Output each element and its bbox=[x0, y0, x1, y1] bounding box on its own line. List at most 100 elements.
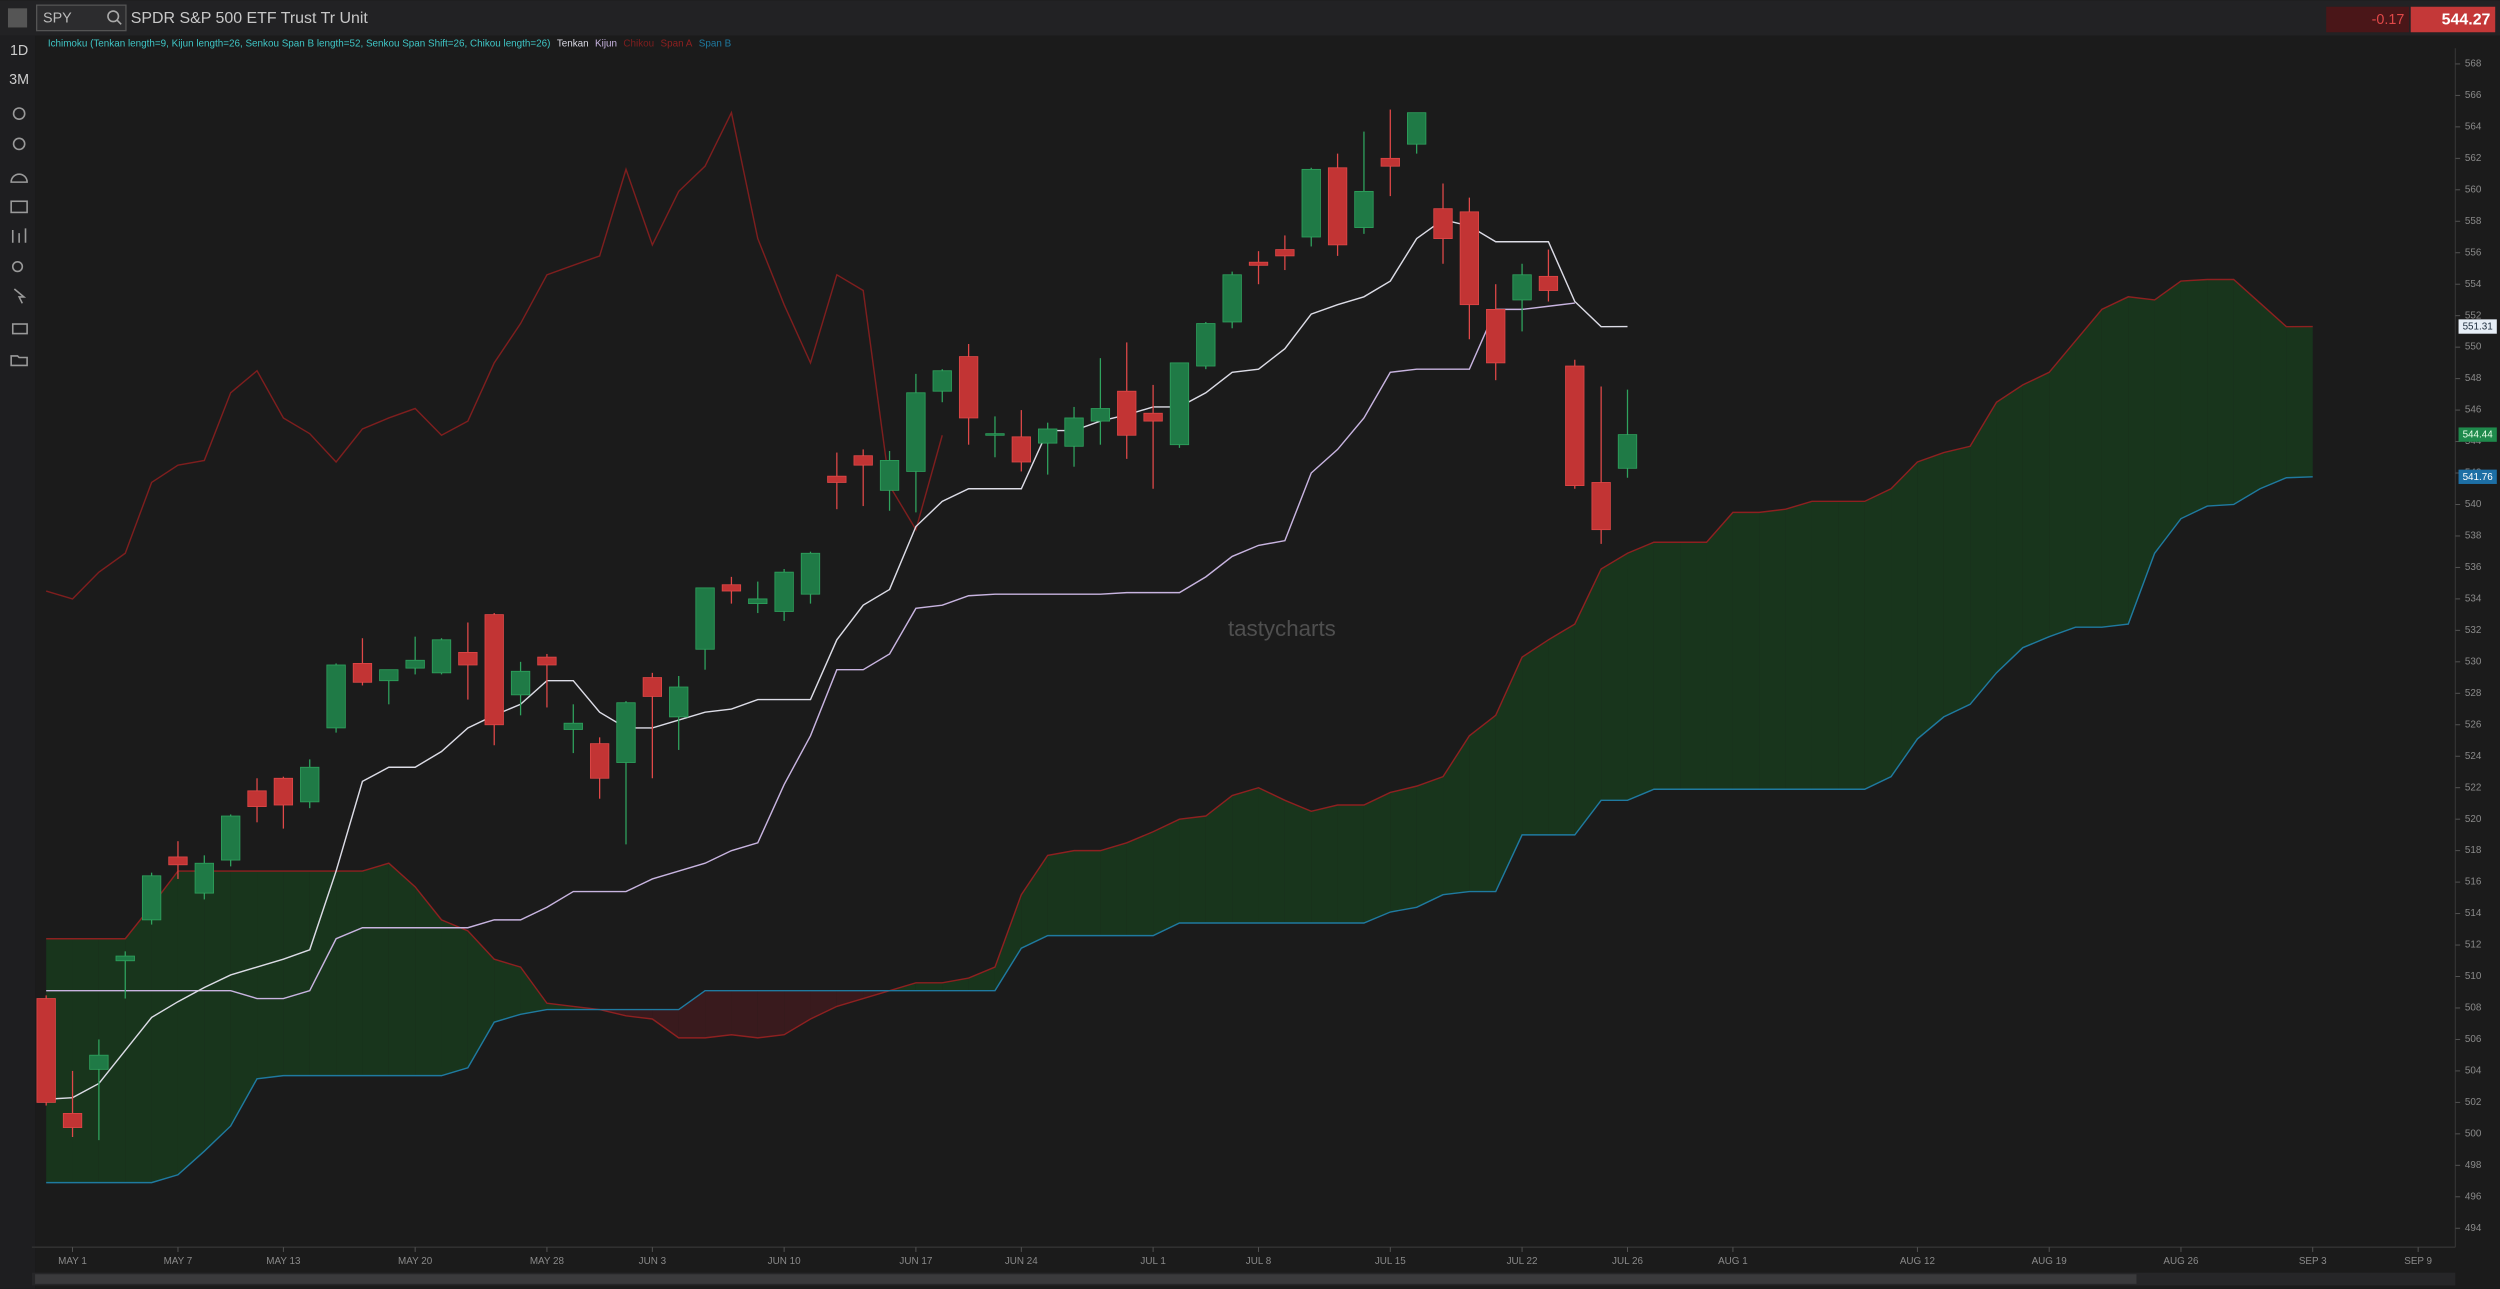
range-button[interactable]: 3M bbox=[9, 72, 29, 88]
cloud-segment bbox=[1970, 402, 1997, 705]
menu-icon[interactable] bbox=[7, 8, 28, 28]
cloud-segment bbox=[283, 871, 310, 1076]
legend-entry: Chikou bbox=[623, 38, 654, 49]
toolbar-icons bbox=[10, 107, 28, 367]
cloud-segment bbox=[98, 938, 126, 1183]
candle-body bbox=[1090, 408, 1111, 422]
cloud-segment bbox=[2128, 296, 2155, 625]
indicator-line bbox=[45, 110, 943, 600]
cloud-segment bbox=[1706, 512, 1733, 790]
last-value-tag bbox=[2458, 427, 2497, 442]
bars-icon[interactable] bbox=[11, 228, 27, 243]
y-tick-label: 524 bbox=[2465, 751, 2482, 762]
last-value-label: 541.76 bbox=[2463, 472, 2494, 483]
cloud-segment bbox=[204, 871, 231, 1152]
scrollbar-thumb[interactable] bbox=[35, 1274, 2137, 1284]
cloud-segment bbox=[546, 1003, 574, 1010]
y-tick-label: 526 bbox=[2465, 719, 2482, 730]
cloud-segment bbox=[1311, 805, 1338, 924]
study-icon[interactable] bbox=[10, 200, 28, 214]
y-tick-label: 510 bbox=[2465, 971, 2482, 982]
y-tick-label: 512 bbox=[2465, 940, 2481, 951]
y-tick-label: 508 bbox=[2465, 1003, 2482, 1014]
candle-body bbox=[879, 460, 900, 491]
cloud-segment bbox=[836, 990, 864, 1007]
candle-body bbox=[1407, 112, 1427, 145]
interval-button[interactable]: 1D bbox=[10, 43, 28, 59]
candle-body bbox=[1222, 274, 1242, 323]
indicator-line bbox=[46, 302, 1575, 1000]
y-tick-label: 564 bbox=[2465, 121, 2482, 132]
candle-body bbox=[1275, 249, 1295, 257]
candle-body bbox=[1512, 274, 1532, 301]
y-tick-label: 552 bbox=[2465, 310, 2481, 321]
cloud-segment bbox=[1100, 842, 1127, 936]
x-tick-label: MAY 28 bbox=[530, 1256, 565, 1267]
zoom-in-icon[interactable] bbox=[12, 107, 26, 120]
last-value-label: 551.31 bbox=[2463, 322, 2494, 333]
candle-body bbox=[616, 702, 636, 763]
cloud-segment bbox=[1179, 816, 1206, 924]
y-tick-label: 554 bbox=[2465, 279, 2482, 290]
cloud-segment bbox=[1680, 542, 1707, 790]
cloud-segment bbox=[2049, 340, 2076, 637]
y-tick-label: 498 bbox=[2465, 1160, 2482, 1171]
price: 544.27 bbox=[2442, 12, 2491, 29]
candle-body bbox=[1380, 157, 1400, 167]
candle-body bbox=[431, 639, 452, 674]
cloud-segment bbox=[1917, 452, 1944, 739]
candle-body bbox=[853, 455, 873, 466]
cloud-segment bbox=[1258, 787, 1285, 924]
cloud-segment bbox=[1943, 446, 1971, 717]
candle-body bbox=[247, 790, 267, 807]
cloud-segment bbox=[441, 919, 468, 1076]
cloud-segment bbox=[1021, 855, 1048, 949]
candle-body bbox=[1143, 412, 1163, 422]
x-tick-label: JUL 22 bbox=[1507, 1256, 1538, 1267]
candle-body bbox=[1486, 308, 1506, 364]
candle-body bbox=[168, 856, 188, 866]
last-value-tag bbox=[2458, 469, 2497, 484]
cloud-segment bbox=[2233, 279, 2261, 505]
candle-body bbox=[800, 552, 821, 595]
search-icon-handle bbox=[116, 19, 122, 25]
legend-entry: Tenkan bbox=[557, 38, 589, 49]
cloud-segment bbox=[257, 871, 284, 1079]
folder-icon[interactable] bbox=[10, 355, 28, 367]
watermark: tastycharts bbox=[1228, 616, 1336, 641]
cloud-segment bbox=[309, 871, 337, 1076]
cloud-segment bbox=[1047, 850, 1075, 936]
cloud-segment bbox=[652, 1009, 679, 1038]
cloud-segment bbox=[2207, 279, 2234, 507]
cloud-segment bbox=[1126, 831, 1154, 936]
cursor-icon[interactable] bbox=[13, 288, 27, 304]
cloud-segment bbox=[2022, 372, 2050, 648]
cloud-segment bbox=[362, 863, 389, 1076]
zoom-out-icon[interactable] bbox=[12, 137, 26, 151]
cloud-segment bbox=[968, 967, 995, 991]
search-icon[interactable] bbox=[107, 10, 120, 23]
y-tick-label: 540 bbox=[2465, 499, 2482, 510]
y-tick-label: 538 bbox=[2465, 531, 2482, 542]
candle-body bbox=[141, 875, 162, 921]
y-tick-label: 532 bbox=[2465, 625, 2481, 636]
candle-body bbox=[906, 392, 926, 472]
y-tick-label: 536 bbox=[2465, 562, 2482, 573]
cloud-segment bbox=[915, 982, 943, 991]
cloud-segment bbox=[1363, 792, 1391, 924]
cloud-segment bbox=[1205, 795, 1233, 924]
settings-icon[interactable] bbox=[11, 261, 24, 273]
y-tick-label: 562 bbox=[2465, 153, 2481, 164]
x-tick-label: MAY 7 bbox=[164, 1256, 193, 1267]
x-tick-label: MAY 20 bbox=[398, 1256, 433, 1267]
legend-entry: Span B bbox=[699, 38, 732, 49]
y-tick-label: 514 bbox=[2465, 908, 2482, 919]
indicator-line bbox=[46, 278, 2313, 1039]
layout-icon[interactable] bbox=[11, 323, 28, 335]
symbol-search[interactable] bbox=[36, 4, 127, 32]
x-tick-label: SEP 9 bbox=[2404, 1256, 2432, 1267]
gauge-icon[interactable] bbox=[10, 173, 28, 183]
x-tick-label: MAY 13 bbox=[266, 1256, 301, 1267]
